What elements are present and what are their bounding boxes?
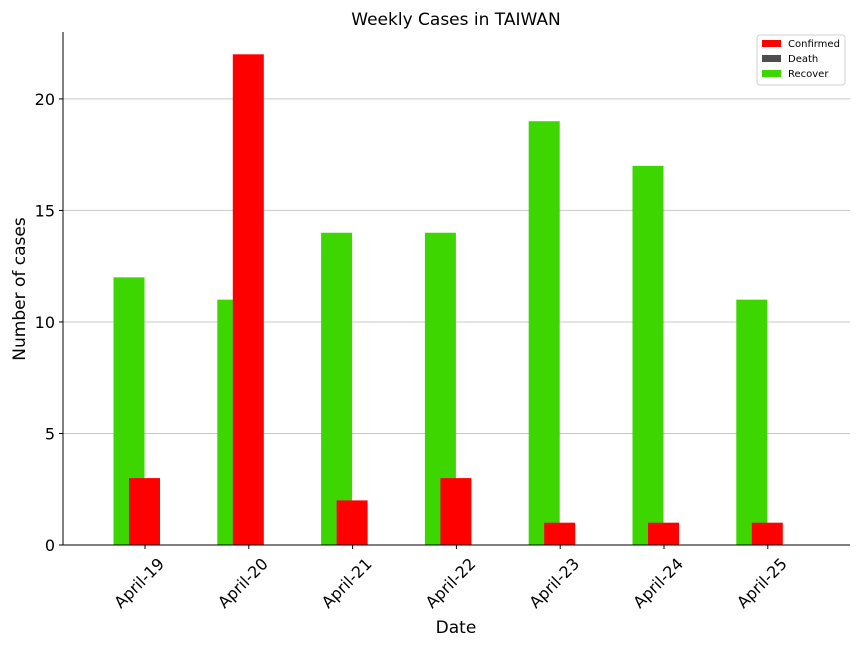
legend-label: Recover — [788, 69, 829, 80]
legend: Confirmed Death Recover — [756, 34, 846, 86]
bar-recover — [321, 232, 353, 545]
x-tick-label: April-24 — [629, 554, 687, 612]
axes — [62, 32, 850, 546]
legend-label: Confirmed — [788, 39, 840, 50]
bars — [113, 54, 783, 545]
bar-confirmed — [232, 54, 264, 545]
y-tick-label: 10 — [35, 313, 55, 332]
bar-recover — [736, 299, 768, 545]
bar-confirmed — [336, 500, 368, 545]
x-ticks: April-19 April-20 April-21 April-22 April-23… — [110, 545, 791, 612]
y-ticks: 0 5 10 15 20 — [35, 90, 63, 555]
y-tick-label: 5 — [45, 424, 55, 443]
x-tick-label: April-25 — [733, 554, 791, 612]
x-tick-label: April-21 — [318, 554, 376, 612]
x-axis-label: Date — [436, 618, 477, 638]
legend-label: Death — [788, 54, 818, 65]
bar-recover — [528, 121, 560, 545]
gridlines — [63, 98, 850, 434]
legend-swatch — [762, 70, 781, 77]
bar-confirmed — [544, 522, 576, 545]
y-tick-label: 0 — [45, 536, 55, 555]
y-tick-label: 20 — [35, 90, 55, 109]
bar-confirmed — [648, 522, 679, 545]
x-tick-label: April-22 — [422, 554, 480, 612]
legend-swatch — [762, 55, 781, 62]
y-tick-label: 15 — [35, 201, 55, 220]
chart-title: Weekly Cases in TAIWAN — [351, 10, 560, 30]
bar-recover — [632, 165, 664, 545]
bar-confirmed — [129, 478, 160, 545]
x-tick-label: April-23 — [525, 554, 583, 612]
x-tick-label: April-19 — [110, 554, 168, 612]
y-axis-label: Number of cases — [10, 217, 30, 361]
bar-confirmed — [751, 522, 783, 545]
legend-swatch — [762, 40, 781, 47]
bar-confirmed — [440, 478, 472, 545]
x-tick-label: April-20 — [214, 554, 272, 612]
